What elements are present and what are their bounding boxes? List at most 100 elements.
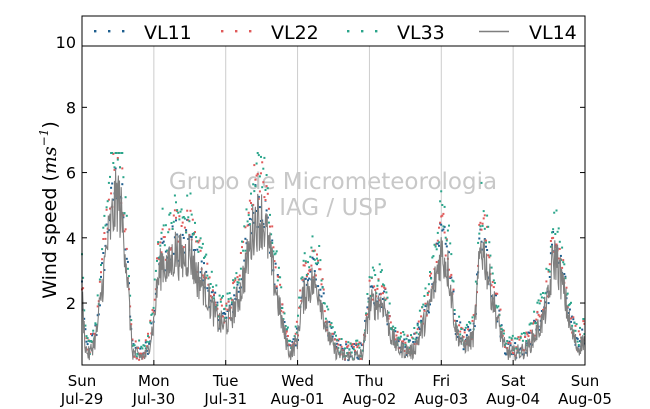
data-point	[307, 261, 309, 264]
data-point	[359, 342, 362, 345]
data-point	[388, 315, 391, 318]
data-point	[307, 279, 309, 282]
data-point	[463, 329, 466, 331]
data-point	[314, 278, 317, 281]
data-point	[493, 282, 496, 284]
data-point	[274, 262, 277, 265]
data-point	[304, 261, 307, 264]
data-point	[321, 278, 324, 281]
data-point	[581, 328, 584, 331]
data-point	[211, 289, 214, 292]
data-point	[102, 238, 105, 240]
data-point	[273, 260, 276, 263]
data-point	[263, 196, 266, 199]
data-point	[241, 246, 243, 249]
data-point	[396, 330, 399, 333]
data-point	[263, 226, 266, 228]
watermark: Grupo de Micrometeorologia IAG / USP	[169, 169, 497, 221]
data-point	[255, 174, 258, 177]
data-point	[230, 301, 233, 304]
data-point	[144, 341, 147, 344]
data-point	[574, 329, 577, 332]
data-point	[229, 297, 232, 300]
data-point	[340, 338, 343, 340]
data-point	[552, 236, 555, 239]
y-axis-label-close: )	[39, 121, 61, 128]
data-point	[313, 249, 316, 252]
x-tick-label-day: Wed	[281, 372, 314, 390]
data-point	[187, 219, 190, 222]
data-point	[433, 243, 436, 246]
data-point	[199, 237, 202, 240]
data-point	[95, 334, 98, 336]
data-point	[173, 209, 176, 212]
data-point	[403, 333, 406, 336]
data-point	[478, 232, 481, 235]
data-point	[451, 279, 454, 282]
data-point	[320, 279, 323, 282]
legend: VL11 VL22 VL33 VL14	[81, 15, 586, 47]
data-point	[335, 334, 337, 337]
data-point	[265, 185, 268, 188]
data-point	[130, 319, 133, 322]
data-point	[172, 214, 175, 217]
data-point	[496, 320, 499, 323]
data-point	[283, 321, 286, 323]
data-point	[162, 224, 165, 227]
data-point	[246, 224, 249, 227]
data-point	[407, 340, 410, 343]
data-point	[548, 263, 551, 266]
data-point	[579, 333, 581, 336]
data-point	[322, 292, 325, 295]
data-point	[131, 338, 134, 341]
x-tick-label-date: Jul-30	[132, 390, 176, 408]
data-point	[429, 271, 431, 273]
data-point	[239, 267, 242, 270]
data-point	[483, 227, 486, 230]
data-point	[311, 235, 314, 238]
data-point	[528, 323, 531, 326]
data-point	[382, 283, 384, 286]
data-point	[273, 283, 276, 286]
data-point	[337, 343, 340, 346]
data-point	[402, 340, 405, 343]
data-point	[219, 298, 222, 301]
data-point	[280, 306, 283, 309]
data-point	[551, 231, 553, 234]
legend-label: VL33	[397, 22, 445, 44]
data-point	[258, 175, 261, 178]
data-point	[250, 192, 252, 195]
data-point	[154, 269, 157, 272]
data-point	[225, 304, 228, 307]
data-point	[567, 304, 570, 307]
data-point	[216, 304, 219, 307]
data-point	[382, 298, 384, 300]
data-point	[571, 315, 574, 318]
data-point	[300, 277, 303, 280]
data-point	[98, 278, 101, 281]
data-point	[460, 328, 463, 330]
data-point	[289, 344, 292, 347]
data-point	[215, 284, 218, 287]
x-tick-label-day: Thu	[354, 372, 383, 390]
data-point	[302, 264, 305, 267]
data-point	[357, 357, 360, 360]
data-point	[124, 228, 127, 231]
data-point	[415, 336, 418, 339]
data-point	[271, 239, 274, 242]
data-point	[369, 285, 372, 288]
data-point	[552, 231, 555, 233]
data-point	[529, 322, 532, 325]
data-point	[365, 314, 368, 316]
data-point	[307, 272, 309, 275]
data-point	[182, 216, 185, 218]
data-point	[217, 315, 220, 318]
data-point	[149, 319, 152, 322]
data-point	[540, 310, 543, 312]
data-point	[204, 255, 207, 258]
data-point	[352, 348, 355, 351]
data-point	[436, 242, 439, 245]
data-point	[515, 347, 518, 350]
data-point	[346, 352, 349, 354]
data-point	[233, 294, 236, 297]
